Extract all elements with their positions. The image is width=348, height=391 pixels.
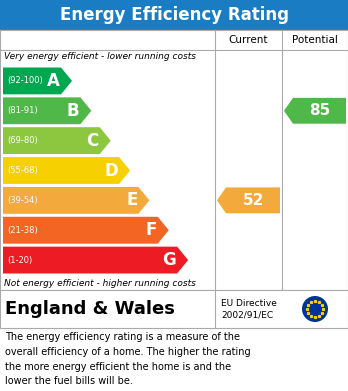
Text: (1-20): (1-20): [7, 256, 32, 265]
Text: England & Wales: England & Wales: [5, 300, 175, 318]
Text: (81-91): (81-91): [7, 106, 38, 115]
Polygon shape: [3, 127, 111, 154]
Polygon shape: [3, 217, 169, 244]
Text: (92-100): (92-100): [7, 76, 43, 85]
Polygon shape: [284, 98, 346, 124]
Text: Potential: Potential: [292, 35, 338, 45]
Text: A: A: [47, 72, 60, 90]
Bar: [0, 290, 348, 328]
Bar: [0, 30, 348, 290]
Polygon shape: [3, 247, 188, 273]
Text: 2002/91/EC: 2002/91/EC: [221, 310, 273, 319]
Text: Not energy efficient - higher running costs: Not energy efficient - higher running co…: [4, 279, 196, 288]
Bar: [0, 0, 348, 30]
Text: EU Directive: EU Directive: [221, 299, 277, 308]
Text: Very energy efficient - lower running costs: Very energy efficient - lower running co…: [4, 52, 196, 61]
Text: 85: 85: [309, 103, 330, 118]
Polygon shape: [3, 97, 92, 124]
Text: 52: 52: [242, 193, 264, 208]
Text: G: G: [163, 251, 176, 269]
Text: (55-68): (55-68): [7, 166, 38, 175]
Text: Current: Current: [229, 35, 268, 45]
Polygon shape: [3, 157, 130, 184]
Bar: [0, 30, 348, 50]
Text: E: E: [126, 191, 137, 209]
Polygon shape: [217, 187, 280, 213]
Text: F: F: [145, 221, 157, 239]
Text: C: C: [86, 132, 99, 150]
Text: (69-80): (69-80): [7, 136, 38, 145]
Polygon shape: [3, 187, 149, 214]
Circle shape: [302, 296, 328, 322]
Polygon shape: [3, 68, 72, 94]
Text: B: B: [67, 102, 79, 120]
Text: (39-54): (39-54): [7, 196, 38, 205]
Text: The energy efficiency rating is a measure of the
overall efficiency of a home. T: The energy efficiency rating is a measur…: [5, 332, 251, 386]
Text: D: D: [104, 161, 118, 179]
Text: Energy Efficiency Rating: Energy Efficiency Rating: [60, 6, 288, 24]
Text: (21-38): (21-38): [7, 226, 38, 235]
